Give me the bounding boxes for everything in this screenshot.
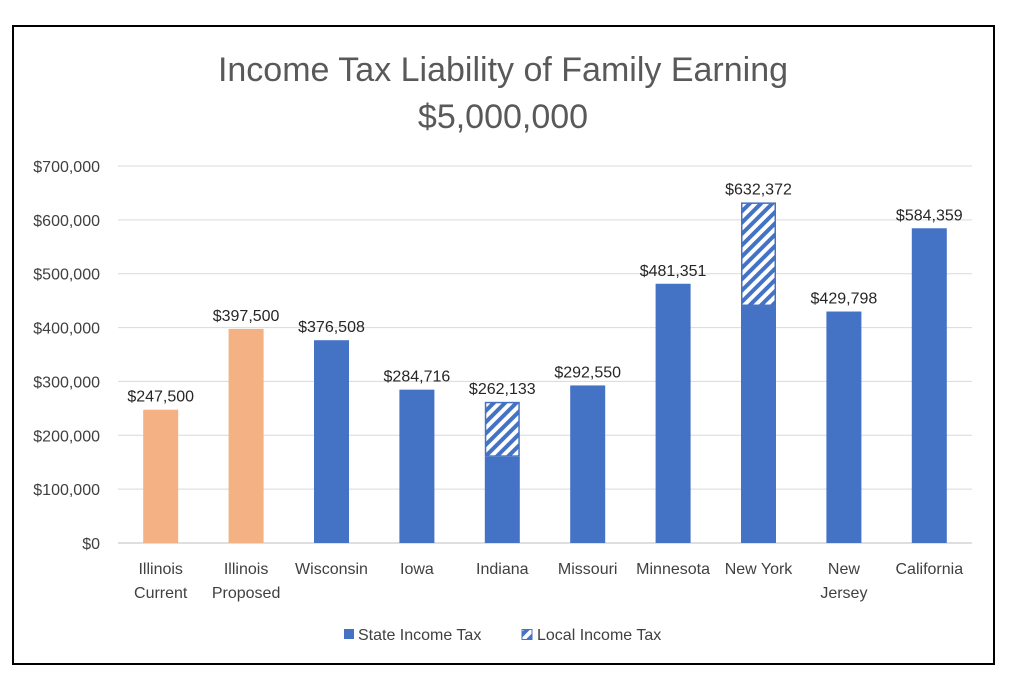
state-income-tax-bar <box>484 456 520 543</box>
data-label: $284,716 <box>384 369 451 386</box>
data-label: $247,500 <box>127 389 194 406</box>
x-category-label: California <box>896 561 964 578</box>
local-income-tax-bar <box>484 401 520 457</box>
legend-swatch-state <box>344 629 354 639</box>
x-category-label: New York <box>725 561 794 578</box>
x-category-label: Current <box>134 585 188 602</box>
x-category-label: Wisconsin <box>295 561 368 578</box>
x-category-label: Missouri <box>558 561 618 578</box>
y-tick-label: $400,000 <box>33 321 100 338</box>
data-label: $292,550 <box>554 364 621 381</box>
chart-title-line-2: $5,000,000 <box>418 98 588 136</box>
state-income-tax-bar <box>911 228 947 543</box>
state-income-tax-bar <box>741 306 776 543</box>
x-category-label: Proposed <box>212 585 281 602</box>
y-tick-label: $500,000 <box>33 267 100 284</box>
legend-swatch-local <box>521 629 533 640</box>
y-tick-label: $300,000 <box>33 374 100 391</box>
state-income-tax-bar <box>143 409 179 543</box>
data-label: $397,500 <box>213 308 280 325</box>
bars <box>143 202 947 543</box>
y-axis: $0 $100,000 $200,000 $300,000 $400,000 $500,0… <box>33 159 100 553</box>
data-label: $262,133 <box>469 381 536 398</box>
data-label: $584,359 <box>896 207 963 224</box>
state-income-tax-bar <box>399 389 435 543</box>
y-tick-label: $200,000 <box>33 428 100 445</box>
legend-label-state: State Income Tax <box>358 627 481 644</box>
x-category-label: Iowa <box>400 561 434 578</box>
y-tick-label: $600,000 <box>33 213 100 230</box>
x-category-label: Minnesota <box>636 561 710 578</box>
legend-label-local: Local Income Tax <box>537 627 661 644</box>
chart-title-line-1: Income Tax Liability of Family Earning <box>218 51 788 89</box>
legend: State Income Tax Local Income Tax <box>344 627 661 644</box>
y-tick-label: $0 <box>82 536 100 553</box>
data-label: $481,351 <box>640 263 707 280</box>
data-labels: $247,500 $397,500 $376,508 $284,716 $262,133… <box>127 181 962 405</box>
y-tick-label: $700,000 <box>33 159 100 176</box>
state-income-tax-bar <box>314 340 349 543</box>
y-tick-label: $100,000 <box>33 482 100 499</box>
state-income-tax-bar <box>570 385 606 543</box>
state-income-tax-bar <box>826 311 862 543</box>
x-category-label: Indiana <box>476 561 529 578</box>
data-label: $632,372 <box>725 181 792 198</box>
x-category-label: Jersey <box>820 585 867 602</box>
data-label: $429,798 <box>811 291 878 308</box>
x-category-label: New <box>828 561 860 578</box>
x-category-label: Illinois <box>224 561 268 578</box>
state-income-tax-bar <box>655 283 691 543</box>
data-label: $376,508 <box>298 319 365 336</box>
state-income-tax-bar <box>228 328 264 543</box>
x-category-label: Illinois <box>138 561 182 578</box>
local-income-tax-bar <box>741 202 776 307</box>
x-axis: Illinois Current Illinois Proposed Wisconsin… <box>134 561 963 602</box>
